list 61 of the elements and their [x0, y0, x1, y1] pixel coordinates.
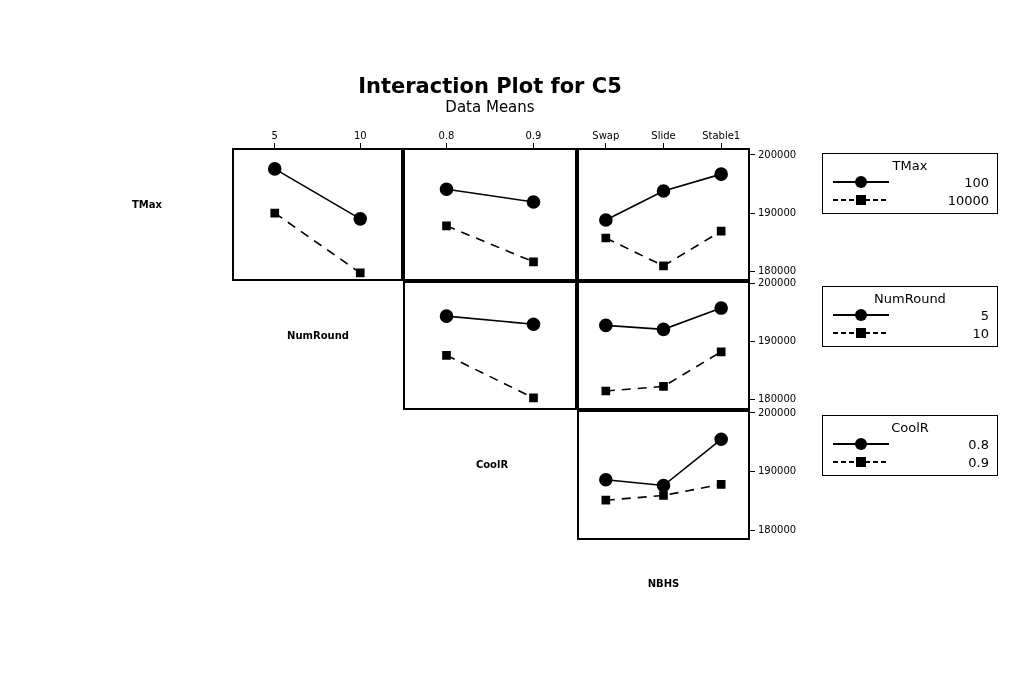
- point: [529, 393, 538, 403]
- y-tick-label: 190000: [758, 335, 797, 347]
- point: [601, 495, 611, 505]
- y-axis-title: TMax: [131, 198, 163, 210]
- point: [439, 182, 454, 197]
- y-tick-label: 180000: [758, 392, 797, 404]
- point: [716, 480, 726, 489]
- point: [656, 184, 671, 198]
- x-axis-title: NBHS: [646, 578, 681, 589]
- point: [601, 386, 611, 396]
- text: 100: [964, 174, 989, 190]
- y-tick-label: 180000: [758, 264, 797, 276]
- y-tick-label: 200000: [758, 277, 797, 289]
- point: [716, 347, 726, 357]
- y-tick-label: 200000: [758, 406, 797, 418]
- point: [353, 212, 368, 226]
- point: [656, 322, 671, 337]
- point: [659, 261, 668, 271]
- legend-title: NumRound: [873, 291, 947, 306]
- point: [659, 491, 668, 500]
- point: [526, 195, 541, 209]
- x-tick-label: 0.8: [438, 129, 455, 141]
- point: [442, 350, 451, 360]
- y-tick-label: 190000: [758, 465, 797, 477]
- text: 0.9: [968, 454, 989, 470]
- legend-title: TMax: [891, 158, 929, 173]
- x-tick-label: Stable1: [702, 129, 741, 141]
- point: [659, 382, 668, 391]
- y-axis-title: NumRound: [286, 329, 350, 341]
- point: [439, 309, 454, 323]
- text: 10000: [947, 192, 989, 208]
- x-tick-label: Swap: [592, 129, 620, 141]
- point: [270, 208, 280, 218]
- text: Data Means: [444, 98, 536, 116]
- text: Interaction Plot for C5: [357, 74, 623, 98]
- x-tick-label: 5: [271, 129, 278, 141]
- point: [442, 221, 451, 231]
- point: [355, 268, 365, 278]
- point: [529, 257, 538, 267]
- point: [714, 432, 728, 447]
- legend-title: CoolR: [890, 420, 930, 435]
- point: [526, 317, 541, 331]
- text: 10: [972, 325, 989, 341]
- x-tick-label: 0.9: [525, 129, 542, 141]
- x-tick-label: 10: [353, 129, 367, 141]
- x-tick-label: Slide: [651, 129, 676, 141]
- point: [599, 213, 613, 227]
- point: [601, 233, 611, 243]
- point: [714, 301, 728, 315]
- y-tick-label: 180000: [758, 523, 797, 535]
- point: [716, 226, 726, 236]
- point: [714, 167, 728, 181]
- y-tick-label: 190000: [758, 206, 797, 218]
- point: [599, 472, 613, 487]
- y-tick-label: 200000: [758, 148, 797, 160]
- point: [267, 162, 282, 176]
- y-axis-title: CoolR: [474, 459, 510, 470]
- point: [599, 318, 613, 333]
- text: 0.8: [968, 436, 989, 452]
- point: [656, 478, 671, 493]
- text: 5: [980, 307, 989, 323]
